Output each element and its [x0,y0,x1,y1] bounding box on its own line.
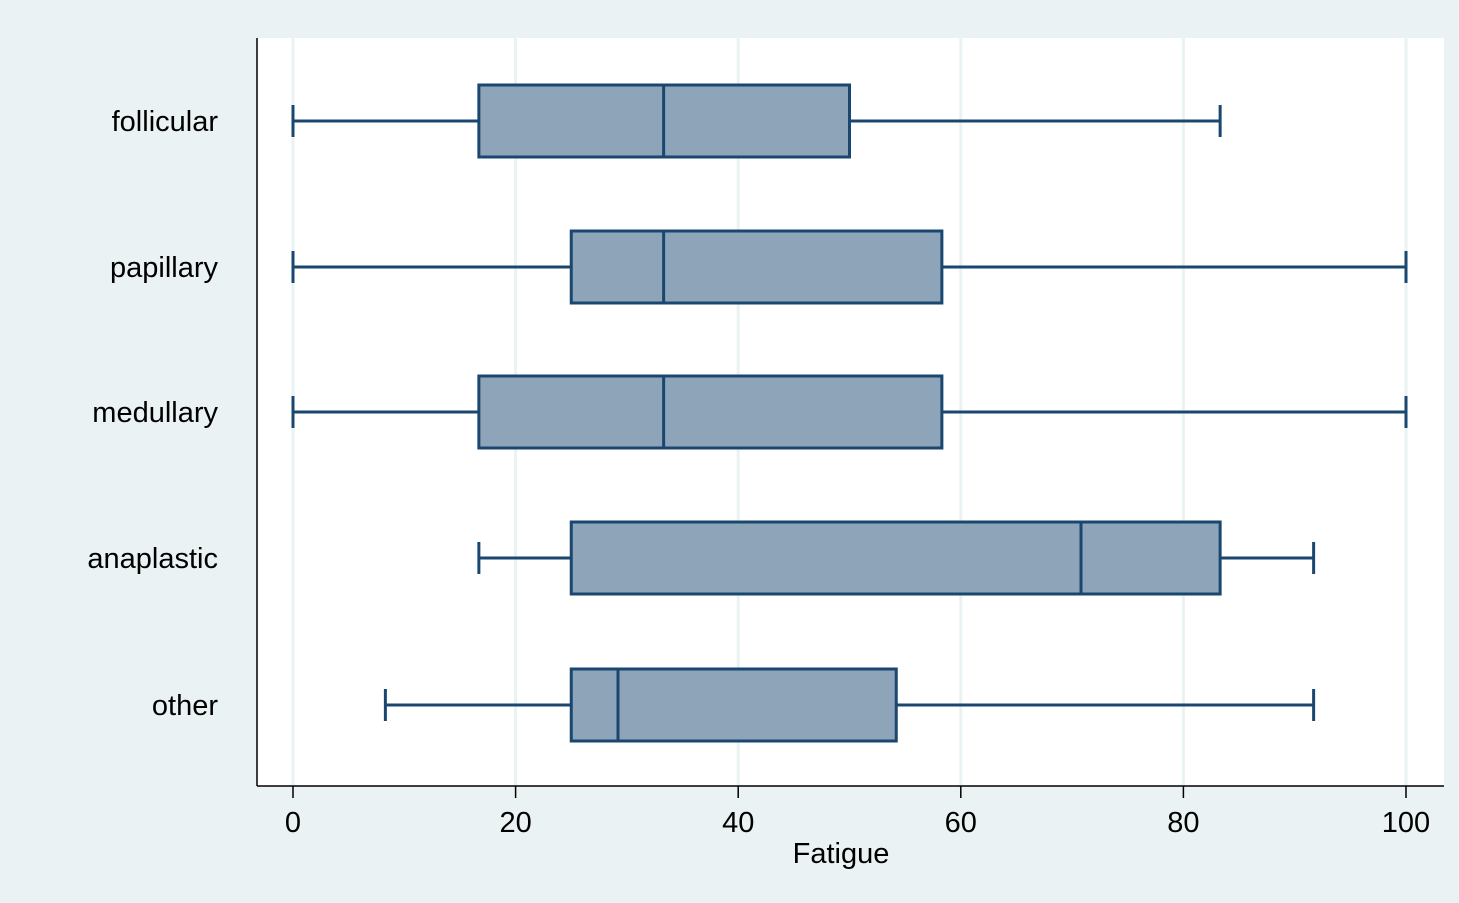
iqr-box-other [569,667,898,743]
x-tick-label-60: 60 [945,807,977,839]
category-label-other: other [152,690,218,722]
box-follicular [291,83,1222,159]
category-label-medullary: medullary [92,397,218,429]
boxes [291,83,1408,743]
x-tick-label-40: 40 [722,807,754,839]
category-label-follicular: follicular [112,106,219,138]
iqr-box-papillary [569,229,944,305]
box-other [383,667,1316,743]
box-anaplastic [477,520,1316,596]
x-axis-title: Fatigue [793,838,890,870]
x-tick-label-80: 80 [1167,807,1199,839]
x-tick-label-100: 100 [1382,807,1430,839]
box-papillary [291,229,1408,305]
x-tick-label-20: 20 [499,807,531,839]
iqr-box-anaplastic [569,520,1222,596]
iqr-box-medullary [477,374,944,450]
x-tick-label-0: 0 [285,807,301,839]
box-medullary [291,374,1408,450]
category-label-papillary: papillary [110,252,218,284]
axes [256,38,1444,798]
category-label-anaplastic: anaplastic [87,543,218,575]
labels: 0 20 40 60 80 100 follicular papillary medullary… [87,106,1430,839]
